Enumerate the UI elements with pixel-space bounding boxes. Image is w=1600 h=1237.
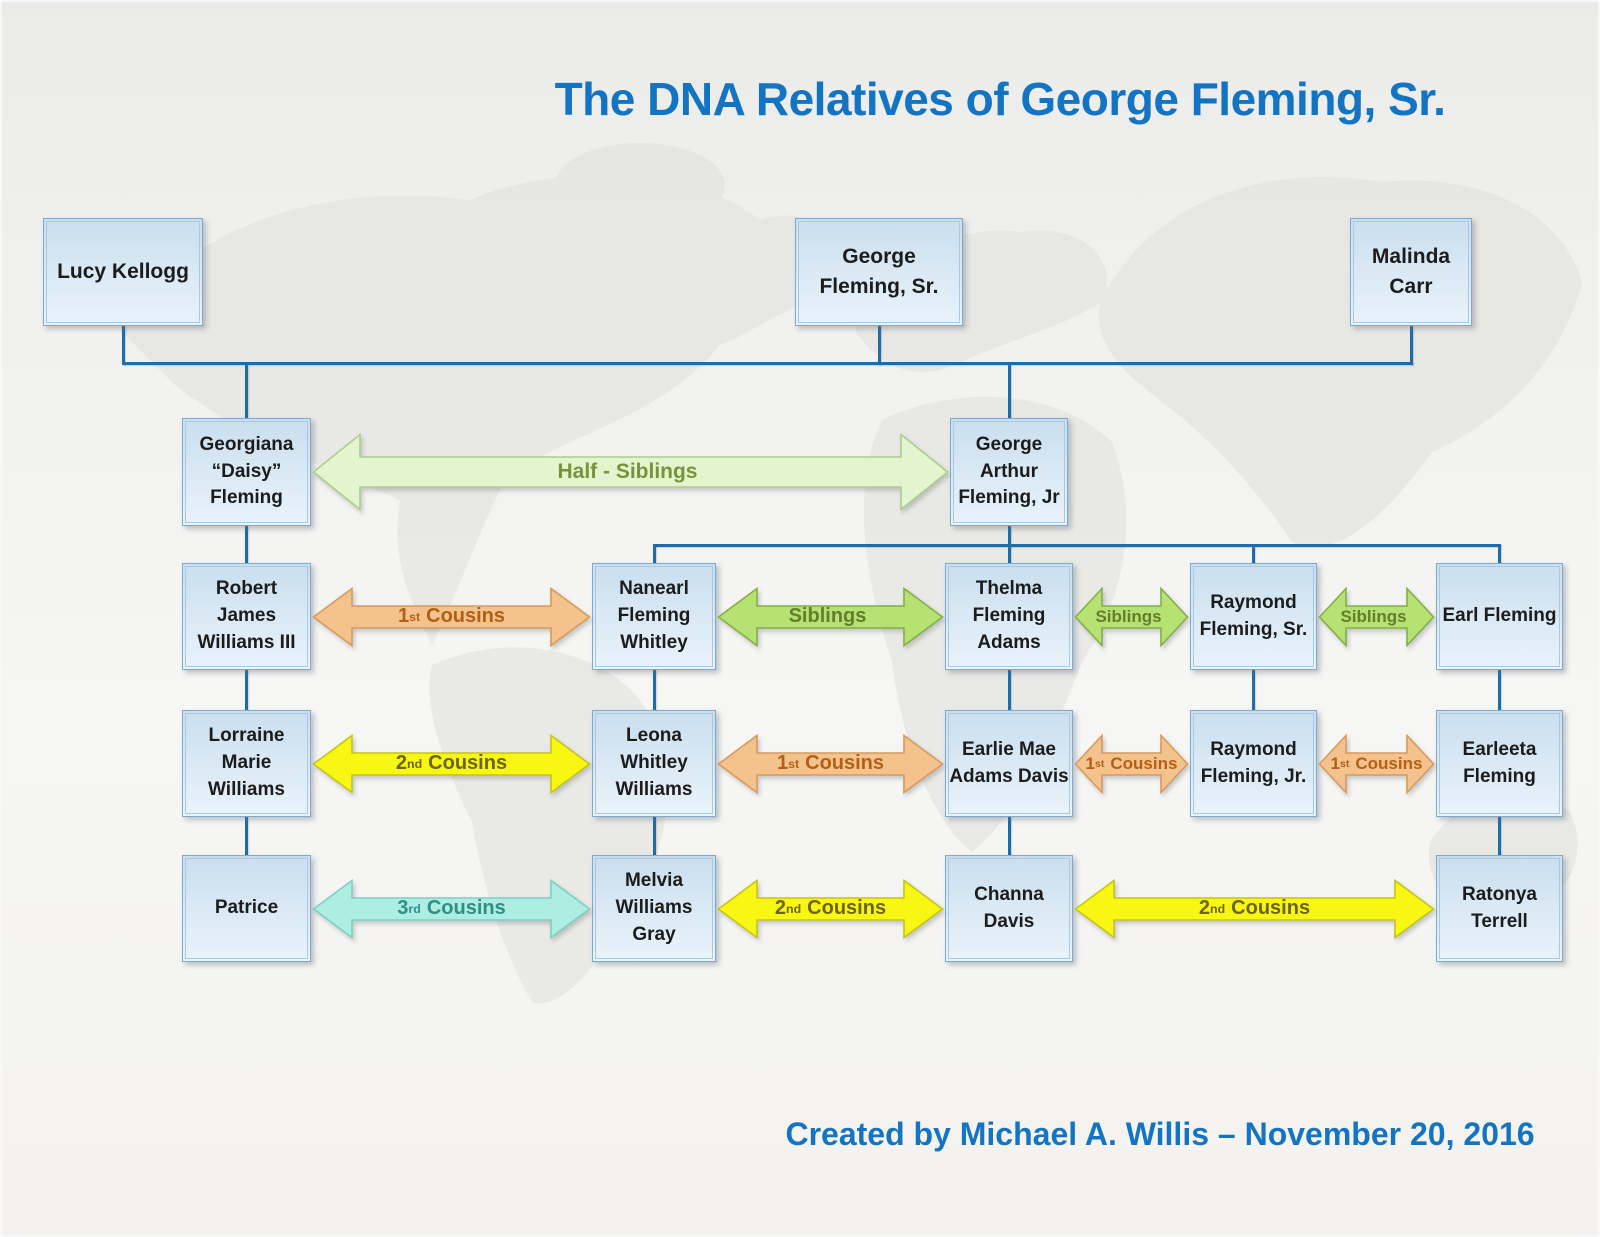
person-node-lorraine: Lorraine Marie Williams: [182, 710, 311, 817]
connector-line: [121, 326, 125, 365]
person-node-malinda: Malinda Carr: [1350, 218, 1472, 326]
connector-line: [1007, 362, 1011, 418]
connector-line: [1007, 817, 1011, 855]
connector-line: [652, 544, 1501, 547]
connector-line: [877, 326, 881, 365]
connector-line: [245, 362, 248, 418]
connector-line: [1252, 544, 1255, 563]
connector-line: [652, 544, 656, 563]
person-node-patrice: Patrice: [182, 855, 311, 962]
person-node-leona: Leona Whitley Williams: [592, 710, 716, 817]
person-node-earleeta: Earleeta Fleming: [1436, 710, 1563, 817]
person-node-raymond-sr: Raymond Fleming, Sr.: [1190, 563, 1317, 670]
person-node-raymond-jr: Raymond Fleming, Jr.: [1190, 710, 1317, 817]
diagram-title: The DNA Relatives of George Fleming, Sr.: [554, 73, 1446, 125]
person-node-earlie: Earlie Mae Adams Davis: [945, 710, 1073, 817]
connector-line: [1498, 817, 1501, 855]
connector-line: [652, 670, 656, 710]
half-siblings-arrow: Half - Siblings: [312, 432, 949, 512]
relationship-label: Siblings: [1095, 606, 1162, 626]
connector-line: [245, 670, 248, 710]
connector-line: [1252, 670, 1255, 710]
siblings-arrow: Siblings: [1074, 585, 1189, 648]
person-node-george-sr: George Fleming, Sr.: [795, 218, 963, 326]
relationship-label: Half - Siblings: [557, 460, 698, 483]
person-node-channa: Channa Davis: [945, 855, 1073, 962]
connector-line: [652, 817, 656, 855]
connector-line: [1007, 670, 1011, 710]
person-node-robert: Robert James Williams III: [182, 563, 311, 670]
connector-line: [1007, 526, 1011, 547]
siblings-arrow: Siblings: [1318, 585, 1435, 648]
relationship-label: Siblings: [1340, 606, 1407, 626]
connector-line: [1409, 326, 1413, 365]
person-node-nanearl: Nanearl Fleming Whitley: [592, 563, 716, 670]
relationship-label: Siblings: [788, 605, 867, 627]
person-node-georgiana: Georgiana “Daisy” Fleming: [182, 418, 311, 526]
connector-line: [245, 526, 248, 563]
connector-line: [121, 362, 1413, 365]
person-node-melvia: Melvia Williams Gray: [592, 855, 716, 962]
person-node-george-jr: George Arthur Fleming, Jr: [950, 418, 1068, 526]
person-node-earl: Earl Fleming: [1436, 563, 1563, 670]
person-node-thelma: Thelma Fleming Adams: [945, 563, 1073, 670]
person-node-ratonya: Ratonya Terrell: [1436, 855, 1563, 962]
siblings-arrow: Siblings: [717, 586, 944, 647]
connector-line: [1498, 544, 1501, 563]
person-node-lucy: Lucy Kellogg: [43, 218, 203, 326]
connector-line: [245, 817, 248, 855]
credit-text: Created by Michael A. Willis – November …: [785, 1116, 1535, 1152]
connector-line: [1007, 544, 1011, 563]
connector-line: [1498, 670, 1501, 710]
